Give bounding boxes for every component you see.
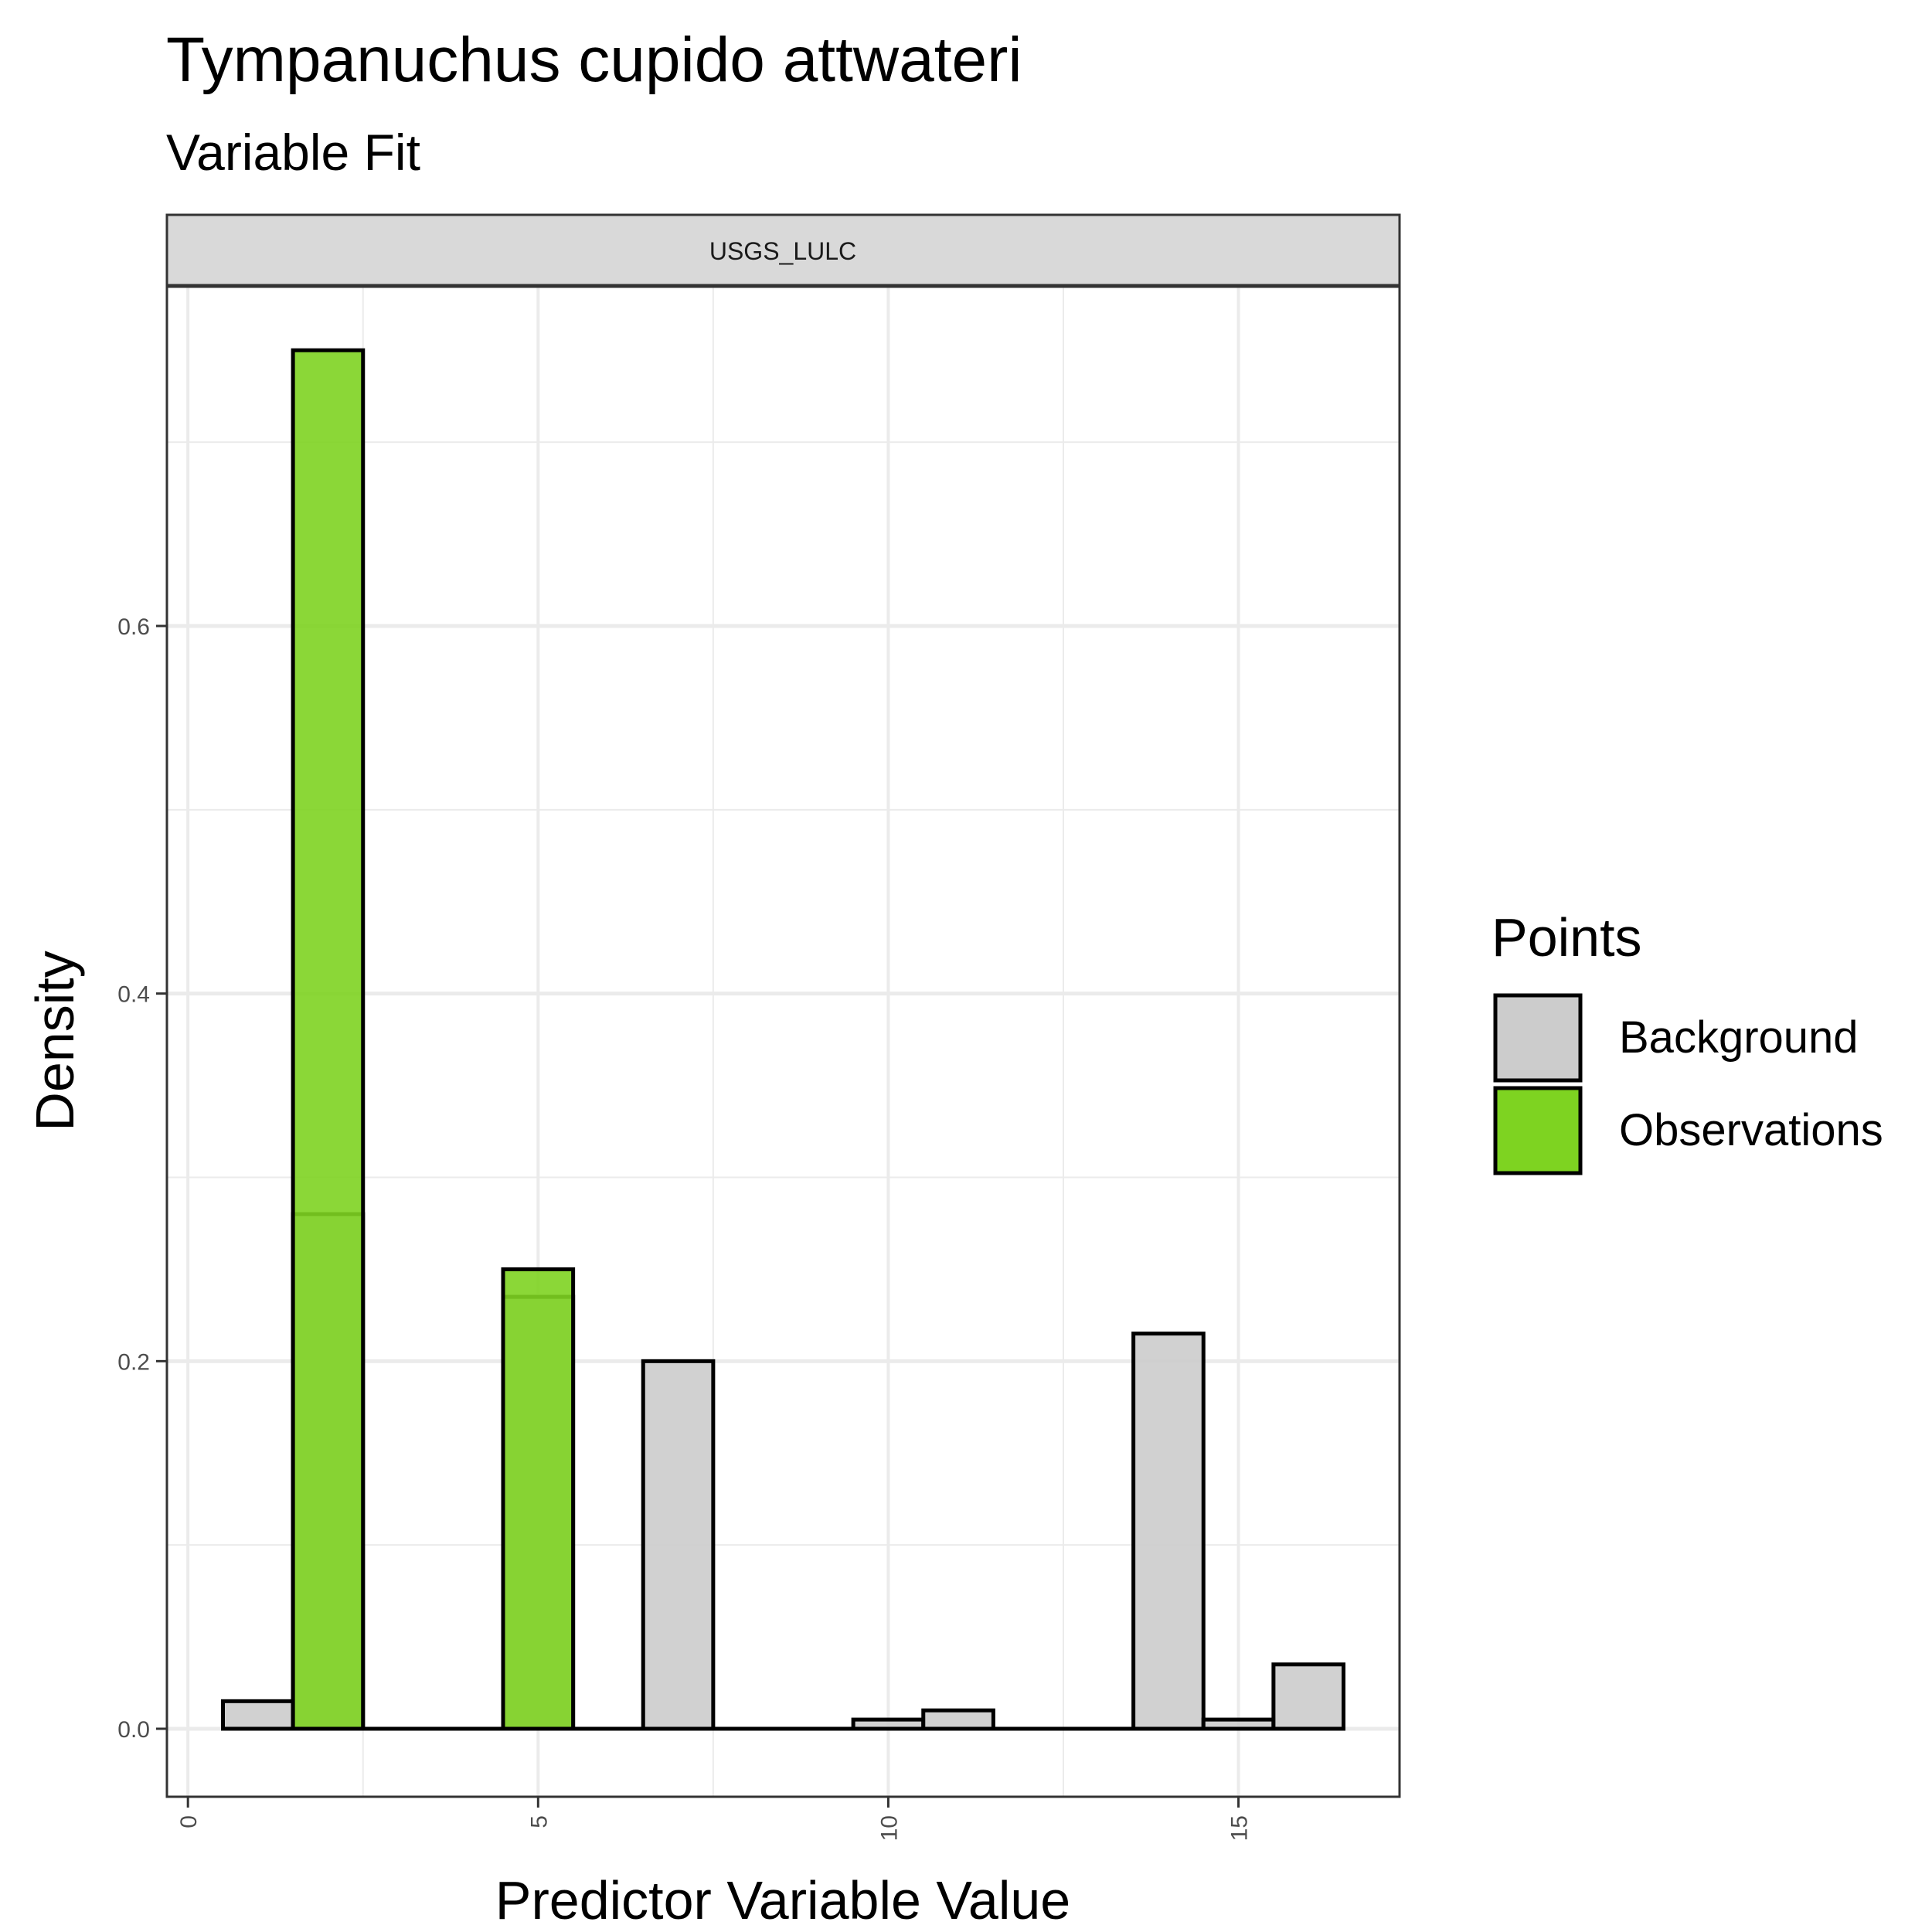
legend-key-observations	[1493, 1086, 1583, 1175]
legend-label-observations: Observations	[1619, 1105, 1883, 1155]
bar-observations-2	[291, 348, 366, 1731]
legend-items: Background Observations	[1493, 993, 1883, 1175]
x-tick-label-1: 5	[526, 1815, 552, 1828]
chart-title: Tympanuchus cupido attwateri	[166, 25, 1022, 95]
legend-label-background: Background	[1619, 1012, 1859, 1063]
y-axis: 0.0 0.2 0.4 0.6	[117, 614, 167, 1743]
bar-observations-5	[501, 1267, 576, 1731]
bar-background-11	[921, 1708, 995, 1731]
facet-strip	[165, 213, 1401, 287]
y-tick-label-3: 0.6	[117, 614, 150, 640]
y-tick-label-0: 0.0	[117, 1717, 150, 1743]
panel-border	[165, 284, 1401, 1798]
bars	[221, 348, 1345, 1731]
bar-background-15	[1201, 1717, 1276, 1731]
x-axis: 0 5 10 15	[176, 1797, 1253, 1841]
x-axis-title: Predictor Variable Value	[495, 1870, 1070, 1930]
bar-background-1	[221, 1699, 295, 1731]
bar-background-14	[1131, 1332, 1206, 1731]
bar-background-7	[641, 1359, 716, 1731]
y-tick-label-1: 0.2	[117, 1349, 150, 1375]
facet-label: USGS_LULC	[709, 237, 856, 265]
x-tick-label-0: 0	[176, 1815, 202, 1828]
x-tick-label-3: 15	[1227, 1815, 1253, 1841]
bar-background-16	[1271, 1662, 1345, 1731]
y-tick-label-2: 0.4	[117, 982, 150, 1008]
series-observations	[291, 348, 576, 1731]
bar-background-10	[851, 1717, 926, 1731]
plot-panel	[165, 284, 1401, 1798]
chart-subtitle: Variable Fit	[166, 124, 420, 181]
y-axis-title: Density	[25, 951, 85, 1131]
legend-title: Points	[1492, 907, 1642, 968]
x-tick-label-2: 10	[876, 1815, 902, 1841]
legend-key-background	[1493, 993, 1583, 1083]
legend: Points Background Observations	[1492, 907, 1883, 1175]
